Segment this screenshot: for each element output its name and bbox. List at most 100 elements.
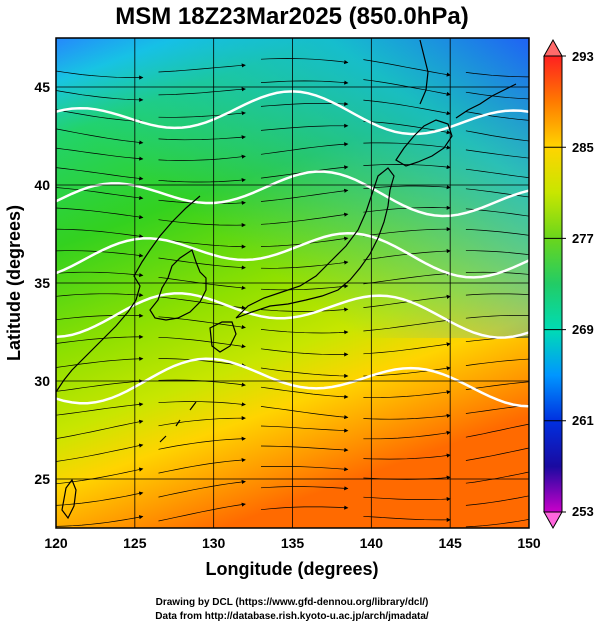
- streamline: [56, 419, 144, 439]
- streamline: [158, 177, 246, 183]
- streamline: [260, 425, 349, 433]
- streamline: [56, 228, 144, 239]
- streamline: [56, 491, 144, 506]
- streamline: [465, 314, 529, 319]
- streamline: [465, 271, 529, 275]
- streamline: [260, 212, 349, 225]
- credit-line-1: Drawing by DCL (https://www.gfd-dennou.o…: [156, 597, 429, 608]
- streamline: [56, 292, 144, 298]
- x-tick-label: 125: [123, 535, 147, 551]
- x-tick-label: 140: [360, 535, 384, 551]
- colorbar-label-253: 253: [572, 504, 594, 519]
- streamline: [56, 207, 144, 220]
- korea-coast: [149, 249, 207, 321]
- streamline: [363, 413, 451, 420]
- x-tick-label: 120: [44, 535, 68, 551]
- streamline: [465, 447, 529, 461]
- streamline: [56, 90, 144, 102]
- streamline: [56, 187, 144, 200]
- streamline: [260, 465, 349, 472]
- streamline: [465, 91, 529, 100]
- streamline: [465, 72, 529, 78]
- streamline: [363, 294, 451, 308]
- streamline: [465, 130, 529, 142]
- streamline: [56, 313, 144, 321]
- streamline: [260, 329, 349, 335]
- streamline: [260, 284, 349, 291]
- streamline: [465, 168, 529, 179]
- streamline: [56, 402, 144, 416]
- streamline: [260, 142, 349, 155]
- streamline: [363, 453, 451, 460]
- streamline: [465, 358, 529, 366]
- y-tick-label: 40: [34, 177, 50, 193]
- colorbar-label-285: 285: [572, 140, 594, 155]
- streamline: [158, 416, 246, 427]
- china-coast: [56, 195, 201, 393]
- streamline: [158, 87, 246, 96]
- colorbar-bar: [543, 55, 563, 513]
- streamline: [363, 366, 451, 377]
- streamline: [56, 147, 144, 161]
- streamline: [363, 318, 451, 332]
- ryukyu-islands: [159, 401, 197, 443]
- streamline: [363, 271, 451, 285]
- coastlines: [56, 39, 517, 520]
- streamline: [56, 70, 144, 80]
- streamline: [56, 379, 144, 392]
- streamline: [465, 495, 529, 506]
- streamline: [363, 142, 451, 150]
- x-tick-label: 145: [438, 535, 462, 551]
- streamline: [260, 80, 349, 85]
- streamline: [158, 436, 246, 450]
- streamline: [465, 111, 529, 121]
- streamline: [363, 496, 451, 502]
- streamline: [260, 445, 349, 453]
- streamline: [158, 111, 246, 118]
- streamline: [260, 386, 349, 399]
- taiwan-coast: [61, 478, 77, 520]
- y-tick-label: 45: [34, 79, 50, 95]
- streamline: [465, 188, 529, 198]
- streamline: [363, 164, 451, 170]
- x-tick-label: 150: [517, 535, 541, 551]
- streamline: [465, 519, 529, 528]
- streamline: [158, 502, 246, 522]
- streamline: [465, 293, 529, 296]
- colorbar-label-277: 277: [572, 231, 594, 246]
- gridlines: [56, 38, 529, 528]
- streamline: [465, 404, 529, 414]
- colorbar-label-293: 293: [572, 49, 594, 64]
- streamline: [465, 149, 529, 159]
- streamline: [363, 430, 451, 440]
- streamline: [158, 135, 246, 141]
- streamline: [465, 381, 529, 390]
- streamline: [158, 257, 246, 270]
- streamline: [363, 342, 451, 355]
- plot-border: [55, 37, 530, 529]
- colorbar-top-triangle: [543, 38, 563, 57]
- streamline: [260, 188, 349, 202]
- streamline: [363, 185, 451, 190]
- colorbar: 293 285 277 269 261 253: [543, 38, 594, 530]
- y-axis-ticks: 25 30 35 40 45: [34, 79, 50, 487]
- credit-line-2: Data from http://database.rish.kyoto-u.a…: [155, 611, 429, 622]
- y-axis-label: Latitude (degrees): [4, 205, 24, 361]
- streamline: [465, 250, 529, 256]
- streamline: [363, 227, 451, 237]
- y-tick-label: 30: [34, 373, 50, 389]
- streamline: [465, 229, 529, 236]
- plot-area: [56, 38, 529, 528]
- x-axis-ticks: 120 125 130 135 140 145 150: [44, 535, 541, 551]
- streamline: [260, 58, 349, 65]
- chart-title: MSM 18Z23Mar2025 (850.0hPa): [115, 3, 469, 30]
- streamline: [158, 63, 246, 73]
- streamline: [56, 443, 144, 462]
- streamline: [158, 154, 246, 161]
- streamline: [260, 307, 349, 312]
- streamline: [260, 406, 349, 420]
- streamline: [260, 123, 349, 131]
- y-tick-label: 25: [34, 471, 50, 487]
- x-axis-label: Longitude (degrees): [205, 559, 378, 579]
